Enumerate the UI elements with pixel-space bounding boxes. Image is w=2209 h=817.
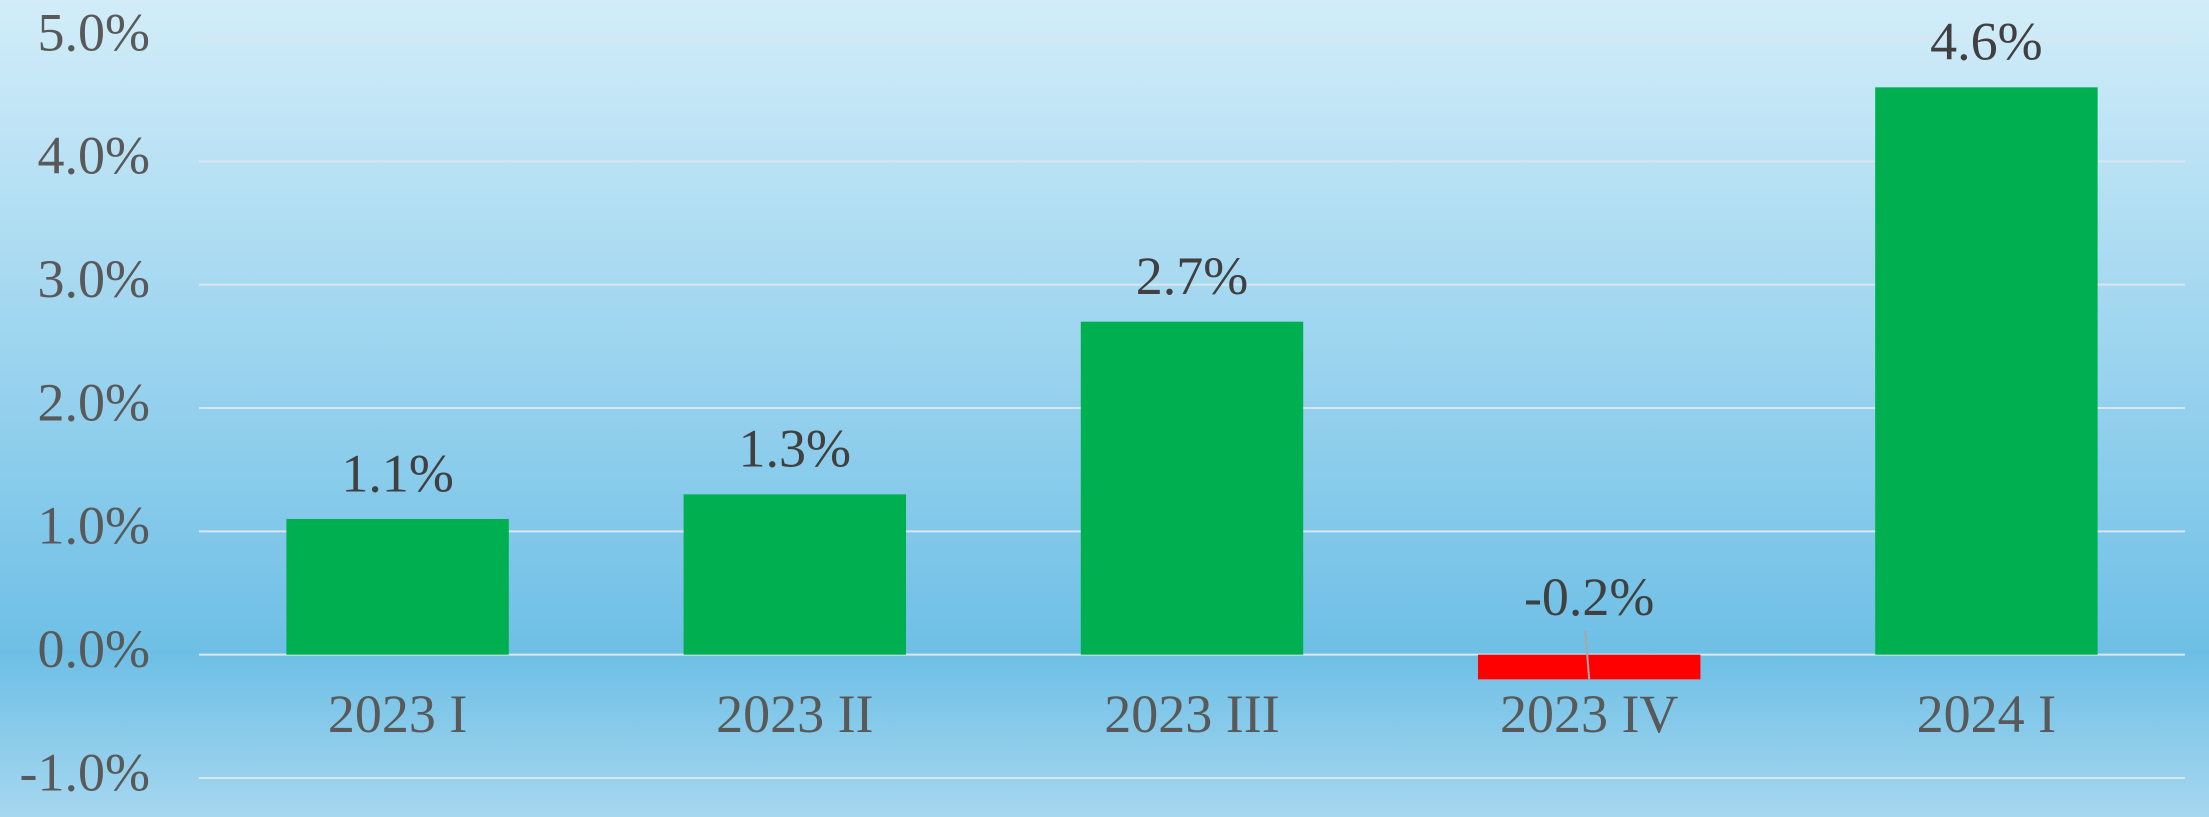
y-tick-label: 3.0%: [38, 249, 150, 309]
x-tick-label: 2023 IV: [1500, 684, 1678, 744]
x-tick-label: 2023 III: [1104, 684, 1279, 744]
bar: [683, 494, 907, 655]
y-tick-label: 0.0%: [38, 619, 150, 679]
bar: [1080, 321, 1304, 655]
x-tick-label: 2023 II: [716, 684, 873, 744]
x-tick-label: 2023 I: [328, 684, 467, 744]
y-tick-label: -1.0%: [20, 742, 150, 802]
leader-line: [1584, 630, 1591, 680]
y-tick-label: 1.0%: [38, 496, 150, 556]
y-tick-label: 4.0%: [38, 126, 150, 186]
x-tick-label: 2024 I: [1917, 684, 2056, 744]
bar: [1875, 87, 2098, 655]
data-label: 1.1%: [341, 443, 453, 503]
data-label: 2.7%: [1136, 246, 1248, 306]
y-tick-label: 5.0%: [38, 2, 150, 62]
bar: [286, 519, 509, 655]
data-label: 4.6%: [1930, 12, 2042, 72]
y-tick-label: 2.0%: [38, 372, 150, 432]
data-label: 1.3%: [739, 419, 851, 479]
data-label: -0.2%: [1524, 567, 1654, 627]
